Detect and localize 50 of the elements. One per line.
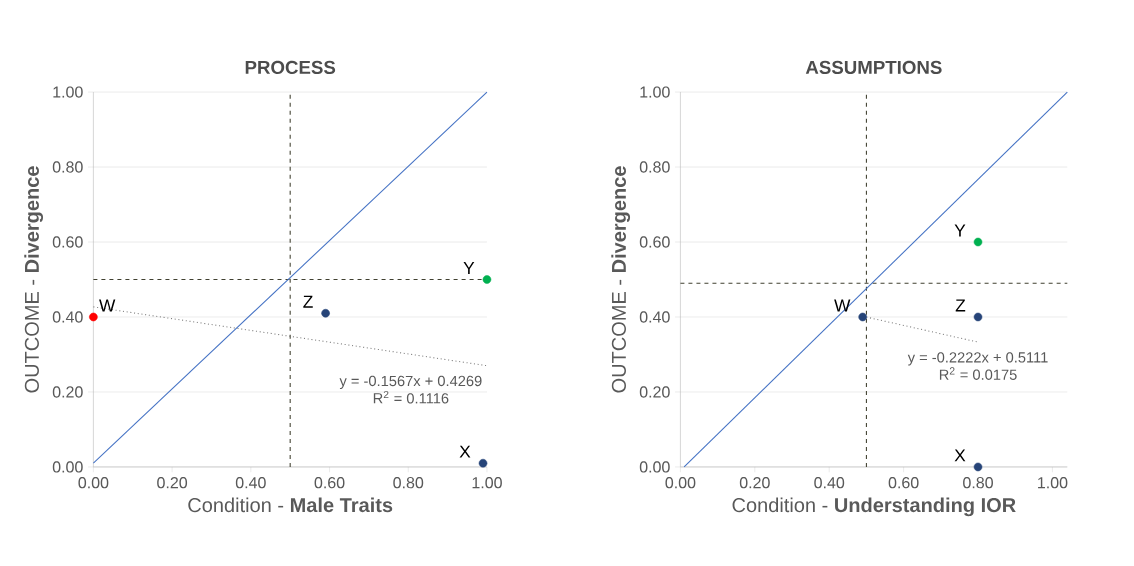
y-tick-label: 0.00 — [52, 461, 83, 473]
x-tick-label: 0.20 — [157, 477, 188, 489]
series-label: Z — [303, 295, 313, 308]
y-tick-label: 0.80 — [639, 161, 670, 173]
x-tick-label: 0.40 — [235, 477, 266, 489]
point — [973, 237, 983, 247]
annotation: y = -0.1567x + 0.4269 — [339, 375, 482, 390]
point — [89, 312, 98, 322]
series-label: W — [834, 299, 851, 312]
x-tick-label: 0.60 — [314, 477, 345, 489]
x-tick-label: 0.00 — [78, 477, 109, 489]
annotation: R$^{2}$ = 0.1116 — [373, 391, 449, 404]
x-tick-label: 0.00 — [665, 477, 696, 489]
y-tick-label: 1.00 — [53, 86, 83, 98]
x-tick-label: 1.00 — [472, 477, 502, 489]
chart-title: PROCESS — [245, 60, 336, 75]
x-tick-label: 0.80 — [963, 477, 993, 489]
x-axis-title: Condition - Male Traits — [188, 497, 393, 513]
x-axis-title: Condition - Understanding IOR — [732, 497, 1016, 517]
y-tick-label: 0.20 — [52, 386, 83, 398]
x-tick-label: 0.60 — [888, 477, 919, 489]
x-tick-label: 0.20 — [739, 477, 770, 489]
y-tick-label: 1.00 — [640, 86, 670, 98]
series-label: Y — [954, 224, 966, 237]
series-label: X — [459, 445, 471, 458]
y-tick-label: 0.20 — [639, 386, 670, 398]
chart-title: ASSUMPTIONS — [805, 60, 942, 75]
series-label: W — [99, 299, 116, 312]
series-label: Z — [955, 299, 966, 312]
annotation: R$^{2}$ = 0.0175 — [939, 367, 1017, 381]
series-label: Y — [463, 262, 475, 275]
y-tick-label: 0.40 — [52, 311, 83, 323]
point — [482, 275, 492, 284]
y-axis-title: OUTCOME - Divergence — [24, 166, 44, 393]
x-tick-label: 0.80 — [393, 477, 424, 489]
y-tick-label: 0.80 — [52, 161, 83, 173]
y-tick-label: 0.60 — [639, 236, 670, 248]
y-tick-label: 0.00 — [639, 461, 670, 473]
x-tick-label: 1.00 — [1038, 477, 1068, 489]
y-tick-label: 0.40 — [639, 311, 670, 323]
y-tick-label: 0.60 — [52, 236, 83, 248]
series-label: X — [954, 449, 966, 462]
point — [973, 312, 983, 322]
point — [321, 309, 330, 318]
point — [858, 312, 867, 322]
annotation: y = -0.2222x + 0.5111 — [907, 352, 1048, 366]
point — [973, 462, 983, 472]
y-axis-title: OUTCOME - Divergence — [611, 166, 631, 393]
x-tick-label: 0.40 — [814, 477, 845, 489]
point — [478, 459, 488, 468]
